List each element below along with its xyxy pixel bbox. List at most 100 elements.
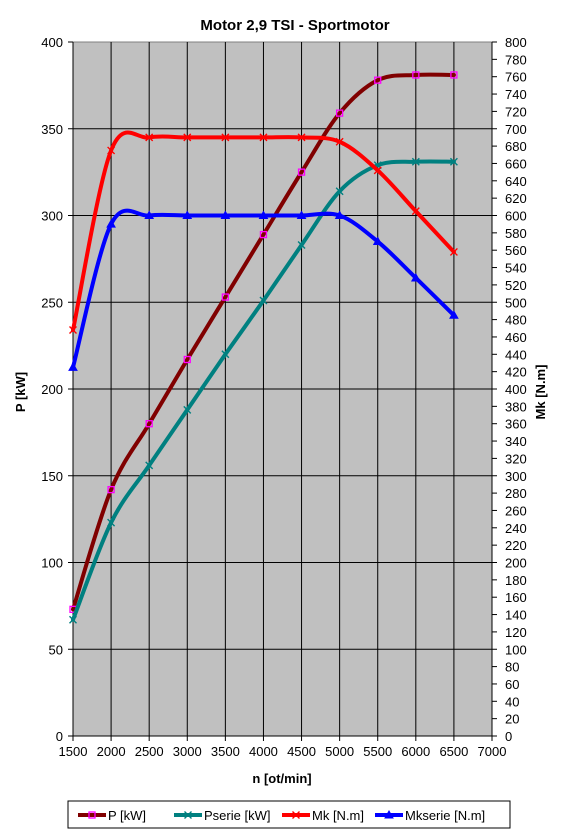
y2-tick-label: 460	[505, 330, 527, 345]
y2-tick-label: 160	[505, 590, 527, 605]
data-point	[411, 157, 420, 166]
data-point	[106, 219, 116, 228]
data-point	[335, 187, 344, 196]
series-layer	[68, 71, 459, 624]
x-tick-label: 6000	[401, 744, 430, 759]
data-point	[221, 350, 230, 359]
y2-tick-label: 700	[505, 122, 527, 137]
y2-tick-label: 220	[505, 538, 527, 553]
data-point	[183, 133, 192, 142]
data-point	[145, 420, 153, 428]
data-point	[297, 133, 306, 142]
series-line	[71, 159, 456, 622]
y-tick-label: 0	[56, 729, 63, 744]
data-point	[412, 71, 420, 79]
data-point	[221, 293, 230, 301]
x-tick-label: 4500	[287, 744, 316, 759]
data-point	[144, 210, 155, 219]
data-point	[107, 518, 116, 527]
y-tick-label: 200	[41, 382, 63, 397]
y2-tick-label: 20	[505, 712, 519, 727]
y-tick-label: 50	[49, 642, 63, 657]
y2-tick-label: 480	[505, 313, 527, 328]
data-point	[220, 210, 231, 219]
chart-title: Motor 2,9 TSI - Sportmotor	[200, 17, 389, 34]
data-point	[145, 133, 154, 142]
y-axis-right: 0 20 40 60 80 100 120 140 160 180 200 220 240 260 280 3…	[491, 35, 527, 744]
y-tick-label: 150	[41, 469, 63, 484]
series-line	[71, 130, 456, 333]
y2-tick-label: 800	[505, 35, 527, 50]
legend-label: Mkserie [N.m]	[405, 808, 485, 823]
y2-tick-label: 260	[505, 503, 527, 518]
x-tick-label: 5000	[325, 744, 354, 759]
data-point	[258, 210, 269, 219]
data-point	[373, 166, 382, 175]
legend-marker	[88, 811, 96, 819]
y2-tick-label: 760	[505, 70, 527, 85]
y-tick-label: 400	[41, 35, 63, 50]
y2-tick-label: 360	[505, 417, 527, 432]
legend-label: P [kW]	[108, 808, 146, 823]
data-point	[107, 485, 115, 494]
data-point	[449, 247, 458, 256]
data-point	[68, 362, 78, 371]
data-point	[259, 296, 268, 305]
y2-tick-label: 520	[505, 278, 527, 293]
y2-tick-label: 500	[505, 295, 527, 310]
legend-marker	[184, 811, 192, 819]
data-point	[69, 615, 77, 624]
y2-tick-label: 600	[505, 209, 527, 224]
data-point	[335, 109, 344, 117]
x-tick-label: 7000	[478, 744, 507, 759]
y2-tick-label: 60	[505, 677, 519, 692]
data-point	[259, 230, 268, 239]
data-point	[145, 461, 154, 470]
y2-tick-label: 40	[505, 694, 519, 709]
x-tick-label: 3500	[211, 744, 240, 759]
y2-tick-label: 340	[505, 434, 527, 449]
y2-tick-label: 680	[505, 139, 527, 154]
data-point	[449, 157, 458, 166]
series-3	[68, 208, 459, 371]
y2-tick-label: 0	[505, 729, 512, 744]
grid	[73, 42, 492, 736]
y2-tick-label: 240	[505, 521, 527, 536]
y2-tick-label: 120	[505, 625, 527, 640]
y-axis-left: 0 50 100 150 200 250 300 350 400	[41, 35, 74, 744]
y-axis-label: P [kW]	[13, 372, 28, 412]
x-tick-label: 3000	[173, 744, 202, 759]
x-axis: 1500 2000 2500 3000 3500 4000 4500 5000 5500 6000…	[59, 735, 507, 759]
y2-tick-label: 560	[505, 243, 527, 258]
data-point	[374, 76, 382, 84]
series-1	[69, 157, 458, 624]
legend: P [kW] Pserie [kW] Mk [N.m] Mkserie [N.m]	[67, 800, 511, 829]
data-point	[296, 210, 307, 219]
y2-tick-label: 740	[505, 87, 527, 102]
y2-tick-label: 400	[505, 382, 527, 397]
data-point	[411, 207, 420, 216]
y2-tick-label: 420	[505, 365, 527, 380]
data-point	[410, 272, 421, 282]
y2-tick-label: 100	[505, 642, 527, 657]
y2-tick-label: 380	[505, 399, 527, 414]
y2-tick-label: 200	[505, 556, 527, 571]
data-point	[450, 71, 458, 79]
data-point	[259, 133, 268, 142]
legend-marker	[384, 809, 394, 819]
y2-tick-label: 80	[505, 660, 519, 675]
data-point	[107, 146, 116, 155]
data-point	[183, 355, 191, 364]
x-tick-label: 1500	[59, 744, 88, 759]
data-point	[297, 241, 306, 249]
y2-tick-label: 180	[505, 573, 527, 588]
y2-tick-label: 300	[505, 469, 527, 484]
y2-tick-label: 580	[505, 226, 527, 241]
legend-label: Pserie [kW]	[204, 808, 270, 823]
data-point	[334, 210, 345, 219]
y2-tick-label: 780	[505, 52, 527, 67]
series-line	[71, 208, 456, 370]
legend-marker	[292, 811, 300, 819]
data-point	[182, 210, 193, 219]
